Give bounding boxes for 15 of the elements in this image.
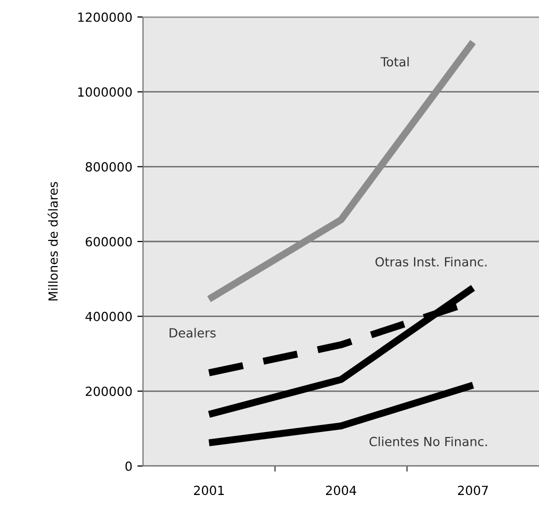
y-tick-label: 800000 bbox=[86, 162, 132, 172]
text: Total bbox=[380, 56, 409, 67]
x-tick-label: 2004 bbox=[326, 486, 356, 496]
x-tick-label: 2001 bbox=[194, 486, 224, 496]
text: Dealers bbox=[170, 328, 216, 338]
y-tick-label: 1000000 bbox=[78, 87, 132, 97]
y-tick-label: 200000 bbox=[86, 386, 132, 396]
y-tick-label: 1200000 bbox=[78, 12, 132, 22]
y-tick-label: 600000 bbox=[86, 236, 132, 246]
x-tick-label: 2007 bbox=[458, 486, 488, 496]
y-tick-label: 400000 bbox=[85, 312, 132, 322]
series-label: Clientes No Financ. bbox=[369, 436, 487, 446]
y-tick-label: 0 bbox=[125, 461, 132, 471]
text: Otras Inst. Financ. bbox=[375, 256, 487, 267]
y-axis-title: Millones de dólares bbox=[48, 182, 58, 300]
